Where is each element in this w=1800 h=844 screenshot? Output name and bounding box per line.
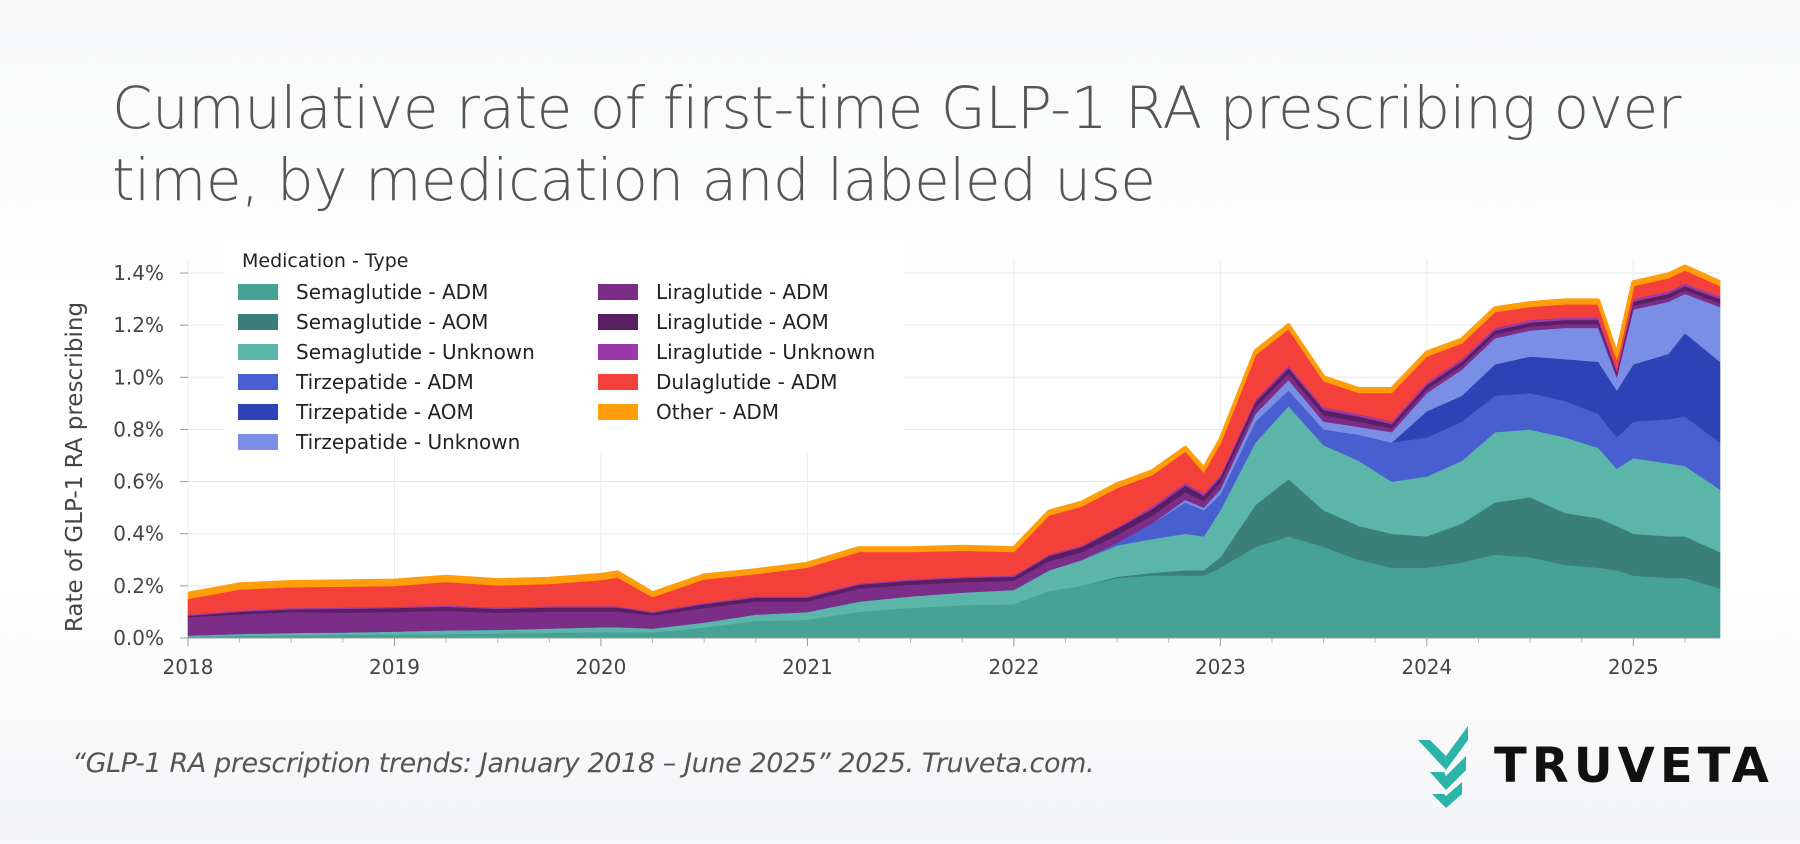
legend-label: Dulaglutide - ADM — [656, 370, 838, 394]
legend-item: Semaglutide - AOM — [238, 308, 488, 336]
legend-item: Semaglutide - Unknown — [238, 338, 535, 366]
y-axis-label: Rate of GLP-1 RA prescribing — [62, 302, 88, 632]
legend-item: Dulaglutide - ADM — [598, 368, 837, 396]
x-tick-label: 2024 — [1401, 655, 1452, 679]
area-top-edge — [187, 264, 1721, 596]
legend-item: Other - ADM — [598, 398, 779, 426]
legend-swatch — [238, 374, 278, 390]
legend-label: Liraglutide - Unknown — [656, 340, 876, 364]
legend-swatch — [598, 314, 638, 330]
legend-label: Semaglutide - Unknown — [296, 340, 535, 364]
y-tick-label: 0.2% — [113, 574, 164, 598]
legend-label: Liraglutide - AOM — [656, 310, 829, 334]
x-tick-label: 2023 — [1195, 655, 1246, 679]
x-tick-label: 2021 — [782, 655, 833, 679]
legend-item: Liraglutide - Unknown — [598, 338, 875, 366]
legend-swatch — [598, 284, 638, 300]
chart-title: Cumulative rate of first-time GLP-1 RA p… — [112, 74, 1682, 214]
legend-item: Tirzepatide - ADM — [238, 368, 474, 396]
legend-swatch — [598, 374, 638, 390]
legend-title: Medication - Type — [242, 250, 409, 272]
legend-label: Tirzepatide - Unknown — [296, 430, 521, 454]
citation: “GLP-1 RA prescription trends: January 2… — [72, 748, 1095, 779]
x-tick-label: 2025 — [1608, 655, 1659, 679]
legend-item: Liraglutide - AOM — [598, 308, 829, 336]
legend-item: Tirzepatide - AOM — [238, 398, 474, 426]
legend-item: Tirzepatide - Unknown — [238, 428, 520, 456]
y-tick-label: 0.4% — [113, 522, 164, 546]
legend-swatch — [238, 344, 278, 360]
legend-item: Semaglutide - ADM — [238, 278, 488, 306]
x-tick-label: 2019 — [369, 655, 420, 679]
y-tick-label: 1.0% — [113, 365, 164, 389]
legend-swatch — [238, 404, 278, 420]
truveta-logo[interactable]: TRUVETA — [1416, 720, 1769, 810]
truveta-chevron-logo-icon — [1418, 726, 1468, 808]
legend-label: Other - ADM — [656, 400, 780, 424]
legend-label: Semaglutide - ADM — [296, 280, 489, 304]
axes: 0.0% 0.2% 0.4% 0.6% 0.8% 1.0% 1.2% 1.4% 2018 2019… — [62, 261, 1720, 679]
y-tick-label: 0.6% — [113, 470, 164, 494]
legend: Medication - Type Semaglutide - ADM Semag… — [224, 236, 904, 454]
legend-swatch — [598, 344, 638, 360]
y-tick-label: 1.2% — [113, 313, 164, 337]
legend-swatch — [238, 314, 278, 330]
truveta-wordmark: TRUVETA — [1494, 738, 1774, 794]
legend-label: Tirzepatide - AOM — [296, 400, 474, 424]
legend-swatch — [238, 434, 278, 450]
legend-item: Liraglutide - ADM — [598, 278, 829, 306]
x-tick-label: 2018 — [163, 655, 214, 679]
legend-swatch — [238, 284, 278, 300]
y-tick-label: 0.0% — [113, 626, 164, 650]
legend-label: Tirzepatide - ADM — [296, 370, 474, 394]
legend-swatch — [598, 404, 638, 420]
x-tick-label: 2020 — [575, 655, 626, 679]
legend-label: Semaglutide - AOM — [296, 310, 489, 334]
x-tick-label: 2022 — [988, 655, 1039, 679]
y-tick-label: 0.8% — [113, 417, 164, 441]
area-series — [187, 264, 1721, 639]
y-tick-label: 1.4% — [113, 261, 164, 285]
legend-label: Liraglutide - ADM — [656, 280, 829, 304]
